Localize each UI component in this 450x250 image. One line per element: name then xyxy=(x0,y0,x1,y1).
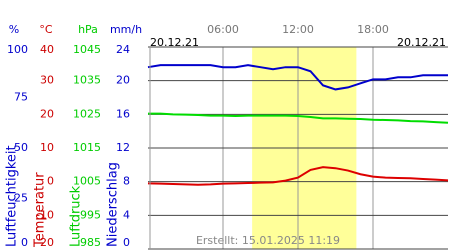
y-tick-label: 1045 xyxy=(73,43,101,56)
line-series xyxy=(147,64,448,91)
axis-label: Temperatur xyxy=(33,172,48,248)
y-tick-label: 75 xyxy=(14,91,28,104)
y-tick-label: 25 xyxy=(14,192,28,205)
date-left: 20.12.21 xyxy=(150,36,199,49)
y-tick-label: 12 xyxy=(116,141,130,154)
y-tick-label: 1035 xyxy=(73,74,101,87)
axis-label: Niederschlag xyxy=(106,162,121,247)
y-tick-label: 1005 xyxy=(73,175,101,188)
y-tick-label: 40 xyxy=(40,43,54,56)
y-tick-label: 0 xyxy=(47,175,54,188)
y-tick-label: 0 xyxy=(21,236,28,249)
y-tick-label: -10 xyxy=(36,208,54,221)
y-tick-label: 30 xyxy=(40,74,54,87)
y-tick-label: 50 xyxy=(14,141,28,154)
line-series xyxy=(148,112,449,124)
y-tick-label: 20 xyxy=(40,107,54,120)
y-tick-label: 20 xyxy=(116,74,130,87)
axis-unit: % xyxy=(9,23,19,36)
y-tick-label: 1025 xyxy=(73,107,101,120)
y-tick-label: 16 xyxy=(116,107,130,120)
footer: Erstellt: 15.01.2025 11:19 xyxy=(196,234,340,247)
y-tick-label: -20 xyxy=(36,236,54,249)
y-tick-label: 8 xyxy=(123,175,130,188)
axis-unit: °C xyxy=(39,23,53,36)
y-tick-label: 10 xyxy=(40,141,54,154)
y-tick-label: 1015 xyxy=(73,141,101,154)
y-tick-label: 4 xyxy=(123,208,130,221)
x-tick-label: 12:00 xyxy=(282,23,314,36)
axis-unit: hPa xyxy=(78,23,98,36)
x-tick-label: 18:00 xyxy=(357,23,389,36)
y-tick-label: 0 xyxy=(123,236,130,249)
y-tick-label: 24 xyxy=(116,43,130,56)
y-tick-label: 100 xyxy=(7,43,28,56)
date-right: 20.12.21 xyxy=(397,36,446,49)
y-tick-label: 995 xyxy=(80,208,101,221)
axis-label: Luftdruck xyxy=(69,185,84,247)
y-tick-label: 985 xyxy=(80,236,101,249)
line-series xyxy=(147,166,449,186)
axis-label: Luftfeuchtigkeit xyxy=(5,145,20,247)
x-tick-label: 06:00 xyxy=(207,23,239,36)
axis-unit: mm/h xyxy=(110,23,142,36)
